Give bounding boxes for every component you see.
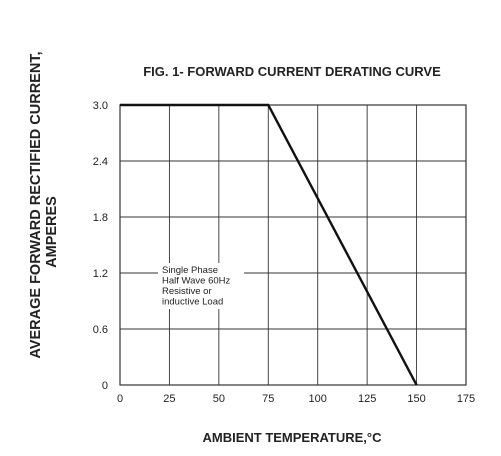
annotation-box [158, 263, 244, 309]
x-tick-label: 175 [457, 393, 475, 405]
chart-title: FIG. 1- FORWARD CURRENT DERATING CURVE [143, 64, 441, 79]
x-tick-label: 100 [309, 393, 327, 405]
x-tick-label: 0 [117, 393, 123, 405]
y-tick-label: 1.2 [93, 268, 108, 280]
y-tick-label: 3.0 [93, 100, 108, 112]
y-tick-label: 0.6 [93, 324, 108, 336]
plot-frame [119, 104, 467, 386]
annotation-line: Half Wave 60Hz [162, 276, 231, 287]
x-tick-label: 25 [163, 393, 175, 405]
x-tick-label: 150 [407, 393, 425, 405]
y-axis-label-line2: AMPERES [44, 196, 60, 268]
x-axis-label: AMBIENT TEMPERATURE,°C [202, 430, 382, 445]
annotation-line: inductive Load [162, 297, 223, 308]
y-tick-label: 0 [102, 380, 108, 392]
y-tick-label: 1.8 [93, 212, 108, 224]
y-tick-label: 2.4 [93, 156, 108, 168]
annotation-line: Resistive or [162, 286, 212, 297]
x-tick-label: 75 [262, 393, 274, 405]
tick-labels: 0 25 50 75 100 125 150 175 0 0.6 1.2 1.8 2.4 3.0 [93, 100, 475, 405]
x-tick-label: 50 [213, 393, 225, 405]
annotation-line: Single Phase [162, 265, 218, 276]
grid [119, 104, 467, 386]
series [120, 103, 418, 386]
derating-curve [120, 103, 418, 386]
x-tick-label: 125 [358, 393, 376, 405]
y-axis-label-line1: AVERAGE FORWARD RECTIFIED CURRENT, [28, 51, 44, 358]
